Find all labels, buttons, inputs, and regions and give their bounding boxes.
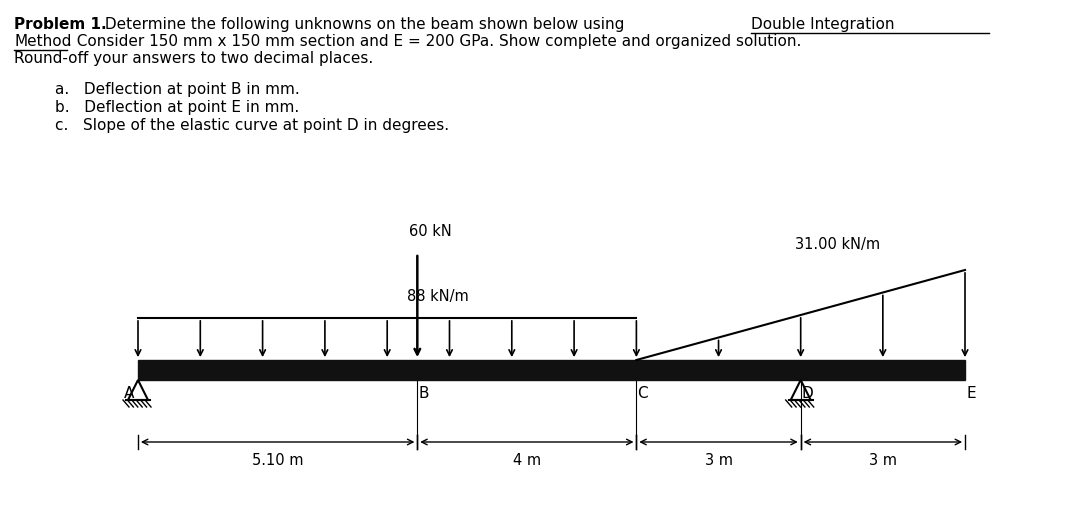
Text: Method: Method — [14, 34, 71, 49]
Text: c.   Slope of the elastic curve at point D in degrees.: c. Slope of the elastic curve at point D… — [55, 118, 449, 133]
Bar — [138, 360, 965, 380]
Text: Round-off your answers to two decimal places.: Round-off your answers to two decimal pl… — [14, 51, 373, 66]
Text: Problem 1.: Problem 1. — [14, 17, 107, 32]
Text: E: E — [967, 386, 976, 401]
Text: 31.00 kN/m: 31.00 kN/m — [795, 237, 880, 252]
Text: b.   Deflection at point E in mm.: b. Deflection at point E in mm. — [55, 100, 299, 115]
Text: 4 m: 4 m — [513, 453, 541, 468]
Text: a.   Deflection at point B in mm.: a. Deflection at point B in mm. — [55, 82, 300, 97]
Text: A: A — [124, 386, 135, 401]
Text: C: C — [638, 386, 648, 401]
Text: 60 kN: 60 kN — [409, 224, 452, 239]
Text: 3 m: 3 m — [869, 453, 897, 468]
Text: 5.10 m: 5.10 m — [251, 453, 303, 468]
Text: D: D — [802, 386, 814, 401]
Text: 88 kN/m: 88 kN/m — [407, 289, 469, 304]
Text: . Consider 150 mm x 150 mm section and E = 200 GPa. Show complete and organized : . Consider 150 mm x 150 mm section and E… — [67, 34, 802, 49]
Text: Double Integration: Double Integration — [751, 17, 894, 32]
Text: 3 m: 3 m — [705, 453, 733, 468]
Text: B: B — [419, 386, 428, 401]
Text: Determine the following unknowns on the beam shown below using: Determine the following unknowns on the … — [100, 17, 629, 32]
